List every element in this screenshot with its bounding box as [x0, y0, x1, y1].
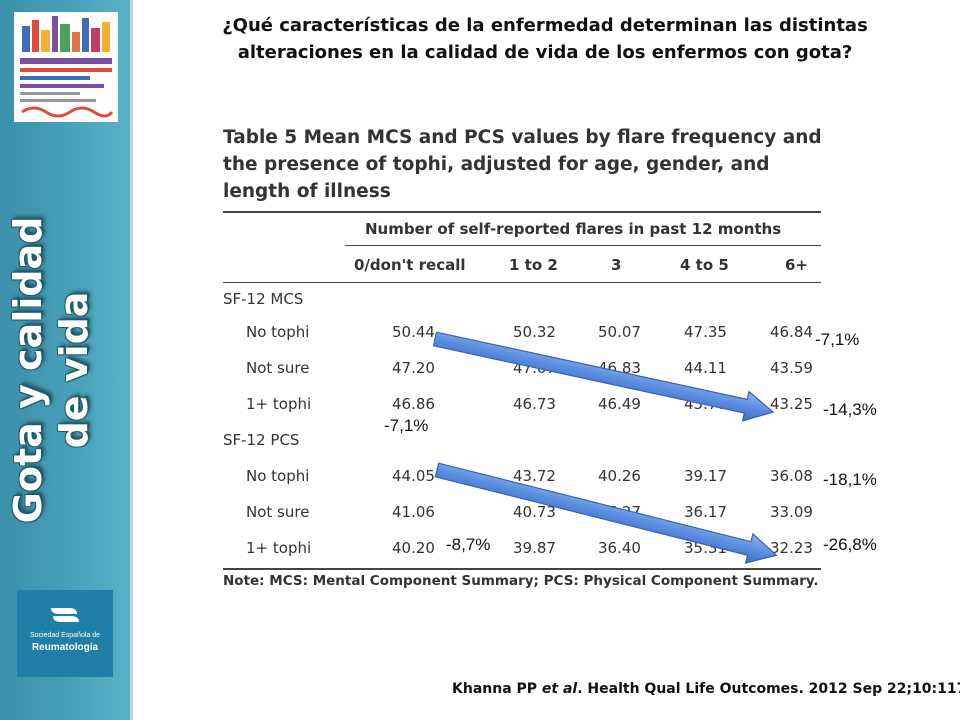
table-cell: 41.06 [392, 503, 435, 521]
row-label: No tophi [246, 323, 310, 341]
annotation-mcs-col1: -7,1% [384, 416, 429, 435]
table-cell: 35.31 [684, 539, 727, 557]
column-header: 4 to 5 [680, 256, 729, 274]
slide-heading: ¿Qué características de la enfermedad de… [150, 12, 940, 66]
row-label: No tophi [246, 467, 310, 485]
table-cell: 33.09 [770, 503, 813, 521]
heading-line-1: ¿Qué características de la enfermedad de… [222, 15, 868, 36]
heading-line-2: alteraciones en la calidad de vida de lo… [237, 42, 853, 63]
column-header: 3 [611, 256, 622, 274]
table-cell: 40.73 [513, 503, 556, 521]
table-cell: 43.77 [684, 395, 727, 413]
table-cell: 47.20 [392, 359, 435, 377]
annotation-mcs-row1: -7,1% [815, 330, 860, 349]
table-cell: 44.11 [684, 359, 727, 377]
table-cell: 47.35 [684, 323, 727, 341]
annotation-pcs-col1: -8,7% [446, 535, 491, 554]
table-cell: 36.17 [684, 503, 727, 521]
row-label: Not sure [246, 503, 310, 521]
table-cell: 36.08 [770, 467, 813, 485]
citation-authors: Khanna PP [452, 681, 542, 697]
side-title: Gota y calidad de vida [6, 216, 96, 524]
table-caption: Table 5 Mean MCS and PCS values by flare… [223, 124, 833, 205]
table-caption-line-1: Table 5 Mean MCS and PCS values by flare… [223, 127, 822, 148]
table-cell: 37.27 [598, 503, 641, 521]
table-cell: 40.20 [392, 539, 435, 557]
table-cell: 39.87 [513, 539, 556, 557]
table-cell: 32.23 [770, 539, 813, 557]
column-header: 6+ [785, 256, 809, 274]
table-bottom-rule [223, 568, 821, 570]
column-header: 1 to 2 [509, 256, 558, 274]
column-header: 0/don't recall [354, 256, 466, 274]
table-cell: 50.32 [513, 323, 556, 341]
table-cell: 43.25 [770, 395, 813, 413]
citation-source: . Health Qual Life Outcomes. 2012 Sep 22… [577, 681, 960, 697]
sidebar-divider [130, 0, 133, 720]
congress-logo [14, 12, 118, 122]
ser-logo-line1: Sociedad Española de [29, 632, 101, 639]
ser-logo-icon [51, 608, 79, 622]
table-caption-line-2: the presence of tophi, adjusted for age,… [223, 154, 770, 175]
table-cell: 47.07 [513, 359, 556, 377]
group-header-rule [345, 245, 821, 246]
table-cell: 43.59 [770, 359, 813, 377]
table-cell: 50.07 [598, 323, 641, 341]
table-top-rule [223, 211, 821, 213]
table-caption-line-3: length of illness [223, 181, 391, 202]
citation-etal: et al [541, 681, 578, 697]
section-label: SF-12 MCS [223, 290, 304, 308]
annotation-pcs-row1: -18,1% [823, 470, 877, 489]
table-cell: 39.17 [684, 467, 727, 485]
column-header-rule [223, 282, 821, 283]
table-cell: 46.86 [392, 395, 435, 413]
ser-logo-line2: Reumatología [31, 642, 99, 653]
ser-logo: Sociedad Española de Reumatología [17, 590, 113, 677]
row-label: Not sure [246, 359, 310, 377]
group-header: Number of self-reported flares in past 1… [365, 220, 782, 238]
table-cell: 46.73 [513, 395, 556, 413]
annotation-pcs-row3: -26,8% [823, 535, 877, 554]
table-cell: 46.49 [598, 395, 641, 413]
row-label: 1+ tophi [246, 539, 312, 557]
table-cell: 36.40 [598, 539, 641, 557]
section-label: SF-12 PCS [223, 431, 300, 449]
table-cell: 44.05 [392, 467, 435, 485]
table-cell: 43.72 [513, 467, 556, 485]
table-cell: 40.26 [598, 467, 641, 485]
table-cell: 50.44 [392, 323, 435, 341]
table-note: Note: MCS: Mental Component Summary; PCS… [223, 573, 819, 589]
citation: Khanna PP et al. Health Qual Life Outcom… [452, 681, 960, 697]
row-label: 1+ tophi [246, 395, 312, 413]
table-cell: 46.84 [770, 323, 813, 341]
annotation-mcs-row3: -14,3% [823, 400, 877, 419]
table-cell: 46.83 [598, 359, 641, 377]
